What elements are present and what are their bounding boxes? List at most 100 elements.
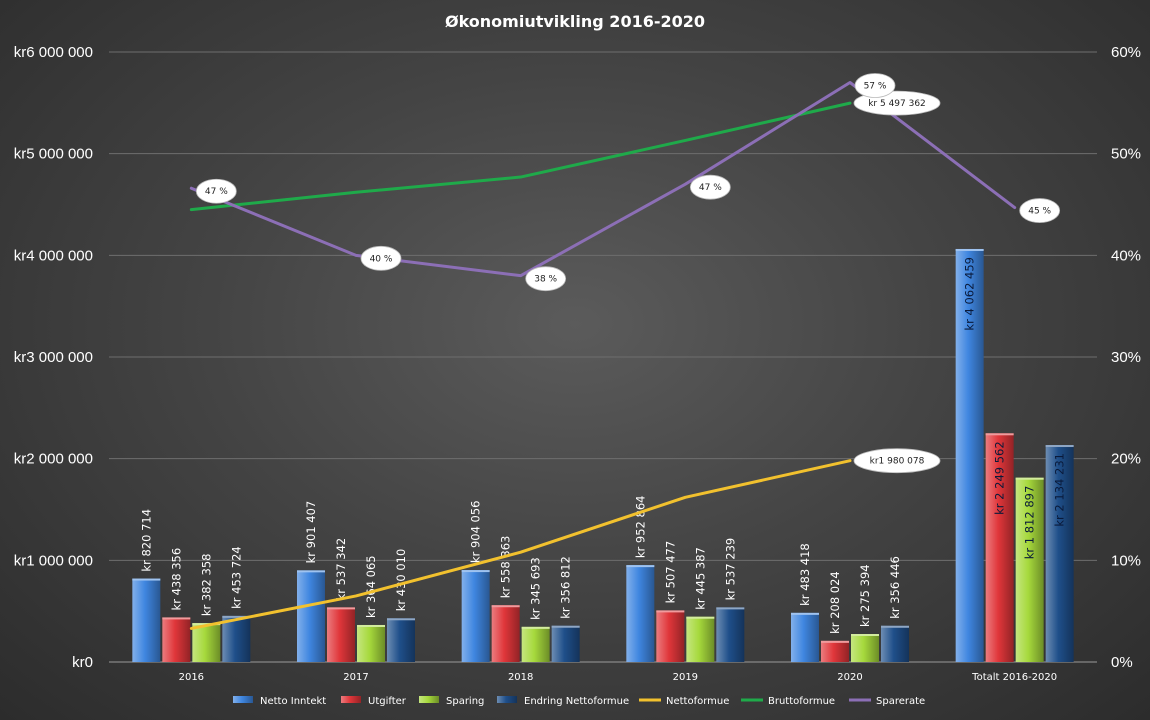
callout-bubble [854, 73, 896, 98]
bar-highlight [656, 610, 685, 613]
bar-highlight [791, 612, 819, 615]
callout-label: kr1 980 078 [870, 457, 925, 467]
legend-label: Netto Inntekt [260, 696, 326, 707]
x-axis: 2016 2017 2018 2019 2020 Totalt 2016-2020 [179, 672, 1058, 683]
bar-value-label: kr 453 724 [229, 546, 243, 609]
bar [791, 612, 819, 662]
bar-value-label: kr 4 062 459 [963, 257, 977, 331]
y-tick-label: kr5 000 000 [14, 146, 93, 163]
bar-value-label: kr 820 714 [139, 509, 153, 572]
bar [162, 617, 191, 662]
legend: Netto Inntekt Utgifter Sparing Endring Nett… [233, 696, 925, 707]
x-tick-label: 2019 [673, 672, 698, 683]
bar [132, 578, 161, 662]
bar-value-label: kr 537 342 [334, 538, 348, 601]
y2-tick-label: 40% [1111, 247, 1141, 264]
callout-label: 47 % [699, 183, 722, 193]
bar-highlight [1045, 445, 1074, 448]
bar [881, 625, 909, 662]
callout-label: kr 5 497 362 [868, 99, 926, 109]
y-tick-label: kr1 000 000 [14, 552, 93, 569]
bar-value-label: kr 345 693 [529, 557, 543, 620]
bar [327, 607, 355, 662]
bar-value-label: kr 1 812 897 [1023, 486, 1037, 560]
bar-value-label: kr 952 864 [633, 496, 647, 559]
bar-highlight [491, 605, 520, 608]
bar [521, 626, 550, 662]
bar [491, 605, 520, 662]
gridlines [109, 51, 1097, 663]
callout-bubble [525, 266, 567, 292]
bar-value-label: kr 364 065 [364, 555, 378, 618]
bar-value-label: kr 382 358 [199, 554, 213, 617]
bar-highlight [955, 248, 984, 251]
callout-label: 40 % [370, 254, 393, 264]
callouts: kr1 980 078 kr 5 497 362 47 % 40 % 38 % 47 % 5… [195, 73, 1061, 474]
bar [985, 433, 1014, 662]
bars [132, 248, 1074, 662]
y2-tick-label: 20% [1111, 451, 1141, 468]
bar-highlight [387, 618, 415, 621]
bar-highlight [716, 607, 745, 610]
bar-value-label: kr 537 239 [723, 538, 737, 601]
y-tick-label: kr2 000 000 [14, 451, 93, 468]
bar-highlight [461, 570, 490, 573]
bar-value-label: kr 904 056 [469, 500, 483, 563]
callout-label: 57 % [864, 82, 887, 92]
bar-highlight [686, 616, 715, 619]
line-nettoformue [189, 459, 852, 630]
bar [1015, 477, 1044, 662]
y2-tick-label: 60% [1111, 44, 1141, 61]
callout-bubble [853, 448, 941, 474]
bar-value-label: kr 356 446 [888, 556, 902, 619]
legend-label: Sparing [446, 696, 484, 707]
y2-tick-label: 0% [1111, 654, 1133, 671]
bar [955, 248, 984, 662]
bar-highlight [881, 625, 909, 628]
legend-label: Bruttoformue [768, 696, 835, 707]
bar-highlight [162, 617, 191, 620]
bar-value-label: kr 2 249 562 [993, 441, 1007, 515]
x-tick-label: 2020 [837, 672, 862, 683]
bar-value-label: kr 356 812 [559, 556, 573, 619]
bar [686, 616, 715, 662]
bar [222, 615, 251, 662]
y-axis-secondary: 0% 10% 20% 30% 40% 50% 60% [1111, 44, 1141, 671]
bar-value-label: kr 507 477 [663, 541, 677, 604]
y-axis-primary: kr0 kr1 000 000 kr2 000 000 kr3 000 000 kr4 … [14, 44, 93, 671]
x-tick-label: 2017 [343, 672, 368, 683]
callout-bubble [689, 174, 731, 200]
bar-value-label: kr 558 363 [499, 536, 513, 599]
bar [297, 570, 325, 662]
bar-value-label: kr 430 010 [394, 549, 408, 612]
x-tick-label: 2016 [179, 672, 204, 683]
bar-highlight [222, 615, 251, 618]
y2-tick-label: 50% [1111, 146, 1141, 163]
y-tick-label: kr4 000 000 [14, 247, 93, 264]
bar [821, 640, 849, 662]
y-tick-label: kr6 000 000 [14, 44, 93, 61]
bar [656, 610, 685, 662]
legend-swatch [497, 696, 517, 703]
bar-value-label: kr 901 407 [304, 501, 318, 564]
legend-swatch [233, 696, 253, 703]
bar-highlight [1015, 477, 1044, 480]
bar-value-label: kr 275 394 [858, 564, 872, 627]
bar-highlight [551, 625, 580, 628]
callout-label: 45 % [1028, 207, 1051, 217]
legend-label: Utgifter [368, 696, 407, 707]
x-tick-label: Totalt 2016-2020 [971, 672, 1057, 683]
bar [357, 624, 385, 662]
bar-highlight [132, 578, 161, 581]
bar-highlight [521, 626, 550, 629]
bar-value-label: kr 483 418 [798, 543, 812, 606]
bar-highlight [327, 607, 355, 610]
y2-tick-label: 30% [1111, 349, 1141, 366]
bar-highlight [626, 565, 655, 568]
bar [626, 565, 655, 662]
bar-value-label: kr 438 356 [169, 548, 183, 611]
bar [851, 634, 879, 662]
y2-tick-label: 10% [1111, 552, 1141, 569]
bar-labels: kr 820 714 kr 438 356 kr 382 358 kr 453 724… [139, 257, 1066, 634]
